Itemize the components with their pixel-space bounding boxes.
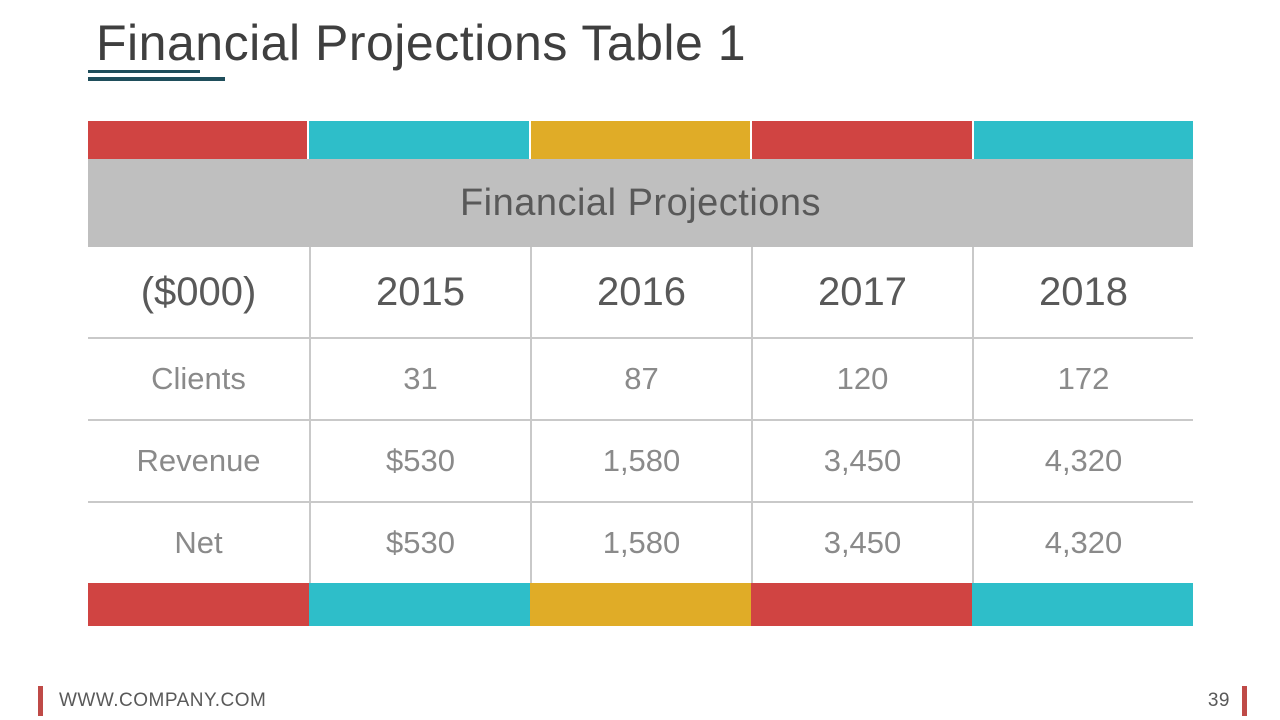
table-row-clients: Clients 31 87 120 172 <box>88 337 1193 419</box>
financial-projections-table: Financial Projections ($000) 2015 2016 2… <box>88 121 1194 626</box>
table-cell: $530 <box>309 501 530 583</box>
table-cell: 1,580 <box>530 501 751 583</box>
footer-accent-bar <box>38 686 43 716</box>
accent-segment-gold <box>530 583 751 626</box>
accent-segment-teal <box>972 583 1193 626</box>
accent-segment-gold <box>530 121 751 159</box>
row-label: Net <box>88 501 309 583</box>
table-header-row: ($000) 2015 2016 2017 2018 <box>88 247 1193 337</box>
table-title-text: Financial Projections <box>459 181 822 224</box>
table-top-accent-bar <box>88 121 1194 159</box>
accent-segment-red <box>88 583 309 626</box>
table-row-net: Net $530 1,580 3,450 4,320 <box>88 501 1193 583</box>
table-header-cell: 2018 <box>972 247 1193 337</box>
table-cell: 4,320 <box>972 501 1193 583</box>
accent-segment-teal <box>309 583 530 626</box>
footer-left: WWW.COMPANY.COM <box>38 686 266 716</box>
table-cell: 31 <box>309 337 530 419</box>
footer-website: WWW.COMPANY.COM <box>59 690 267 711</box>
title-underline-bottom <box>88 77 225 81</box>
table-row-revenue: Revenue $530 1,580 3,450 4,320 <box>88 419 1193 501</box>
table-bottom-accent-bar <box>88 583 1193 626</box>
table-title-band: Financial Projections <box>88 159 1193 247</box>
row-label: Revenue <box>88 419 309 501</box>
footer-page-number: 39 <box>1207 690 1230 711</box>
table-header-cell: ($000) <box>140 269 257 314</box>
table-cell: 120 <box>751 337 972 419</box>
footer-right: 39 <box>1208 686 1247 716</box>
table-header-cell: 2016 <box>530 247 751 337</box>
table-cell: 87 <box>530 337 751 419</box>
table-cell: 172 <box>972 337 1193 419</box>
table-cell: $530 <box>309 419 530 501</box>
accent-segment-red <box>751 583 972 626</box>
accent-segment-teal <box>973 121 1194 159</box>
table-cell: 4,320 <box>972 419 1193 501</box>
accent-segment-teal <box>309 121 529 159</box>
table-header-cell: 2015 <box>309 247 530 337</box>
table-cell: 1,580 <box>530 419 751 501</box>
title-underline-top <box>88 70 200 73</box>
table-cell: 3,450 <box>751 501 972 583</box>
footer-accent-bar <box>1242 686 1247 716</box>
table-header-cell: 2017 <box>751 247 972 337</box>
table-cell: 3,450 <box>751 419 972 501</box>
row-label: Clients <box>88 337 309 419</box>
accent-segment-red <box>88 121 308 159</box>
accent-segment-red <box>752 121 972 159</box>
page-title: Financial Projections Table 1 <box>96 15 747 71</box>
